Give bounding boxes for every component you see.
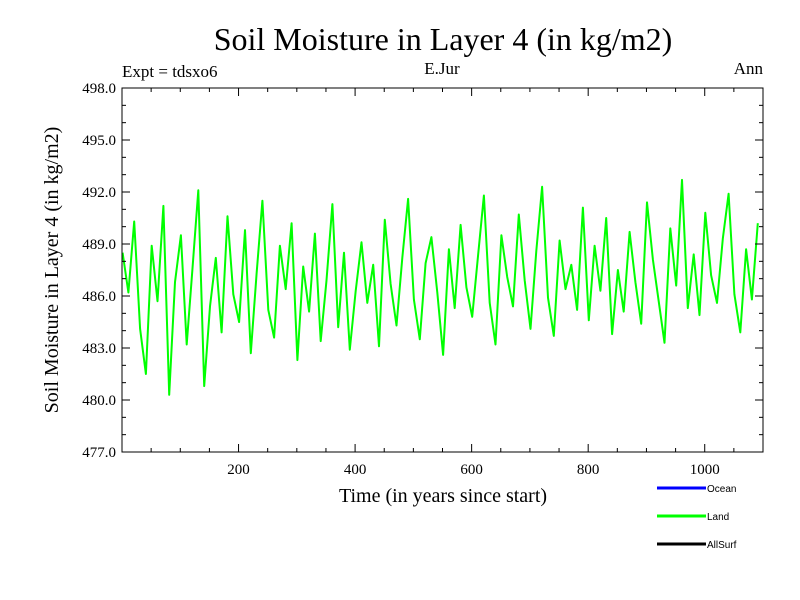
plot-frame — [121, 87, 764, 453]
x-axis-label: Time (in years since start) — [339, 485, 547, 507]
legend-label-ocean: Ocean — [707, 484, 736, 495]
y-tick-label: 492.0 — [82, 185, 116, 201]
y-tick-label: 486.0 — [82, 289, 116, 305]
season-label: Ann — [734, 59, 764, 78]
x-tick-label: 800 — [577, 462, 600, 478]
legend: Ocean Land AllSurf — [657, 484, 737, 551]
expt-label: Expt = tdsxo6 — [122, 62, 218, 81]
chart-title: Soil Moisture in Layer 4 (in kg/m2) — [214, 21, 673, 57]
y-tick-label: 480.0 — [82, 393, 116, 409]
x-tick-label: 600 — [460, 462, 483, 478]
y-axis-label: Soil Moisture in Layer 4 (in kg/m2) — [41, 127, 63, 414]
ticks-layer: 200 400 600 800 1000 477.0 480.0 483.0 486.0 489.… — [82, 81, 763, 478]
y-tick-label: 483.0 — [82, 341, 116, 357]
y-tick-label: 498.0 — [82, 81, 116, 97]
y-tick-label: 477.0 — [82, 445, 116, 461]
x-tick-label: 200 — [227, 462, 250, 478]
legend-label-allsurf: AllSurf — [707, 540, 737, 551]
y-tick-label: 489.0 — [82, 237, 116, 253]
series-line-land — [121, 178, 759, 396]
legend-label-land: Land — [707, 512, 729, 523]
series-layer — [121, 178, 759, 396]
x-tick-label: 400 — [344, 462, 367, 478]
y-tick-label: 495.0 — [82, 133, 116, 149]
x-tick-label: 1000 — [690, 462, 720, 478]
region-label: E.Jur — [424, 59, 460, 78]
